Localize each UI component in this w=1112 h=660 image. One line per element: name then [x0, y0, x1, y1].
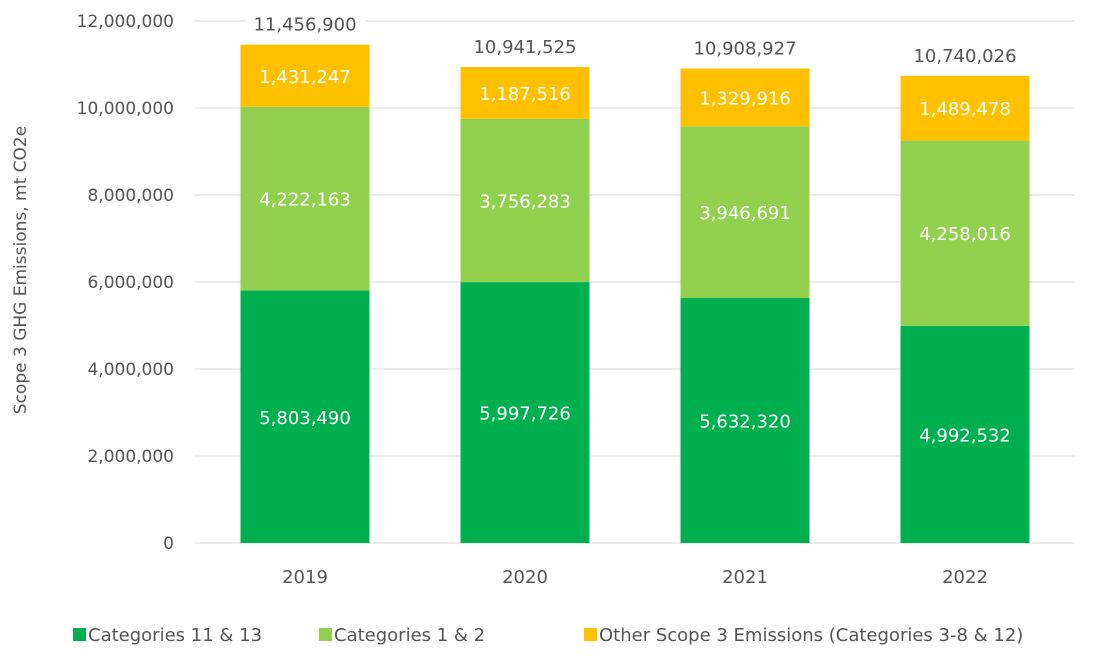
- x-category-label: 2021: [722, 567, 768, 588]
- data-label: 1,187,516: [479, 84, 571, 105]
- total-label: 10,941,525: [473, 37, 576, 58]
- y-tick-label: 8,000,000: [87, 186, 174, 206]
- data-label: 4,222,163: [259, 190, 351, 211]
- total-label: 11,456,900: [253, 15, 356, 36]
- bar-segment: [460, 118, 590, 283]
- data-label: 5,632,320: [699, 411, 791, 432]
- legend: Categories 11 & 13 Categories 1 & 2 Other …: [73, 625, 1023, 646]
- x-category-label: 2022: [942, 567, 988, 588]
- bar-segment: [460, 67, 590, 119]
- bar-segment: [240, 44, 370, 107]
- x-category-label: 2019: [282, 567, 328, 588]
- total-labels: 11,456,900 10,941,525 10,908,927 10,740,026: [245, 11, 1025, 69]
- bar-segment: [240, 290, 370, 543]
- y-tick-label: 0: [163, 534, 174, 554]
- legend-swatch: [584, 628, 597, 641]
- bars: [240, 44, 1030, 543]
- data-label: 1,431,247: [259, 67, 351, 88]
- data-label: 3,756,283: [479, 191, 571, 212]
- legend-swatch: [319, 628, 332, 641]
- bar-segment: [680, 126, 810, 298]
- y-tick-label: 12,000,000: [77, 12, 174, 32]
- x-axis-categories: 2019 2020 2021 2022: [282, 567, 988, 588]
- y-axis-ticks: 0 2,000,000 4,000,000 6,000,000 8,000,000 10,…: [77, 12, 174, 554]
- legend-label: Categories 11 & 13: [88, 625, 262, 646]
- x-category-label: 2020: [502, 567, 548, 588]
- segment-labels: 5,803,490 4,222,163 1,431,247 5,997,726 3,75…: [259, 67, 1011, 447]
- total-label-background: [685, 35, 805, 62]
- total-label: 10,740,026: [913, 46, 1016, 67]
- y-tick-label: 2,000,000: [87, 447, 174, 467]
- data-label: 4,258,016: [919, 224, 1011, 245]
- data-label: 1,329,916: [699, 88, 791, 109]
- total-label-background: [465, 34, 585, 61]
- y-tick-label: 6,000,000: [87, 273, 174, 293]
- bar-segment: [240, 106, 370, 291]
- legend-label: Other Scope 3 Emissions (Categories 3-8 …: [599, 625, 1023, 646]
- total-label-background: [245, 11, 365, 38]
- data-label: 3,946,691: [699, 203, 791, 224]
- data-label: 5,997,726: [479, 404, 571, 425]
- y-axis-title: Scope 3 GHG Emissions, mt CO2e: [11, 126, 31, 414]
- bar-segment: [680, 68, 810, 127]
- legend-swatch: [73, 628, 86, 641]
- data-label: 4,992,532: [919, 425, 1011, 446]
- bar-segment: [680, 297, 810, 543]
- data-label: 5,803,490: [259, 408, 351, 429]
- bar-segment: [460, 282, 590, 543]
- total-label: 10,908,927: [693, 38, 796, 59]
- legend-label: Categories 1 & 2: [334, 625, 485, 646]
- total-label-background: [905, 42, 1025, 69]
- bar-segment: [900, 75, 1030, 141]
- y-tick-label: 4,000,000: [87, 360, 174, 380]
- data-label: 1,489,478: [919, 99, 1011, 120]
- bar-segment: [900, 325, 1030, 543]
- bar-segment: [900, 140, 1030, 326]
- y-tick-label: 10,000,000: [77, 99, 174, 119]
